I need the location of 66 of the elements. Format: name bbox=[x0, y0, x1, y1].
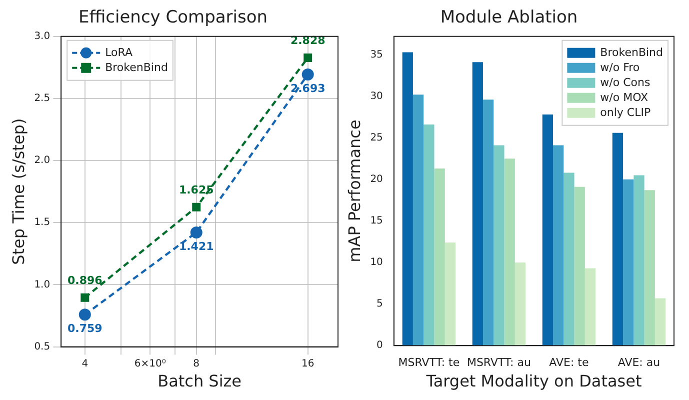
bar bbox=[634, 175, 644, 346]
bar bbox=[553, 145, 564, 346]
y-tick-label: 20 bbox=[370, 174, 383, 185]
y-tick-label: 10 bbox=[370, 257, 383, 268]
y-axis-title: mAP Performance bbox=[344, 120, 364, 262]
bar bbox=[494, 145, 504, 346]
bar bbox=[472, 62, 483, 346]
x-tick-label: AVE: te bbox=[549, 356, 589, 370]
bar bbox=[644, 190, 655, 346]
x-tick-label: 6×10⁰ bbox=[134, 358, 166, 370]
legend-label: BrokenBind bbox=[600, 46, 664, 59]
point bbox=[192, 202, 201, 212]
bar bbox=[402, 52, 413, 346]
legend-label: w/o Cons bbox=[600, 76, 650, 89]
point bbox=[80, 293, 90, 302]
bar bbox=[482, 100, 494, 346]
bar bbox=[424, 124, 434, 346]
y-tick-label: 2.0 bbox=[34, 155, 50, 166]
legend-label: only CLIP bbox=[600, 106, 651, 119]
y-tick-label: 25 bbox=[370, 132, 383, 144]
y-tick-label: 1.0 bbox=[34, 279, 50, 290]
bar bbox=[584, 268, 596, 346]
point bbox=[190, 226, 202, 238]
chart-title: Module Ablation bbox=[440, 8, 578, 28]
bar bbox=[504, 158, 515, 346]
legend-label: BrokenBind bbox=[105, 60, 168, 74]
legend-label: w/o MOX bbox=[600, 90, 649, 104]
bar bbox=[444, 242, 456, 346]
data-label: 0.896 bbox=[67, 274, 103, 287]
y-axis-title: Step Time (s/step) bbox=[8, 118, 28, 265]
x-tick-label: 4 bbox=[82, 358, 88, 370]
x-axis-title: Target Modality on Dataset bbox=[425, 372, 642, 391]
x-tick-label: MSRVTT: te bbox=[398, 356, 460, 370]
data-label: 1.421 bbox=[178, 240, 214, 253]
point bbox=[78, 308, 91, 321]
y-tick-label: 35 bbox=[370, 49, 383, 60]
legend-label: LoRA bbox=[105, 46, 133, 59]
x-tick-label: 8 bbox=[193, 358, 200, 370]
x-tick-label: 16 bbox=[301, 358, 314, 370]
y-tick-label: 3.0 bbox=[34, 30, 50, 42]
bar bbox=[412, 94, 424, 346]
data-label: 0.759 bbox=[67, 322, 102, 335]
x-tick-label: AVE: au bbox=[618, 356, 660, 370]
y-tick-label: 30 bbox=[370, 90, 383, 102]
y-tick-label: 1.5 bbox=[34, 217, 50, 228]
bar bbox=[623, 179, 634, 346]
bar bbox=[574, 186, 585, 346]
y-tick-label: 15 bbox=[370, 216, 383, 227]
bar bbox=[612, 132, 624, 346]
y-tick-label: 2.5 bbox=[34, 93, 50, 104]
bar bbox=[514, 262, 526, 346]
legend-label: w/o Fro bbox=[600, 60, 640, 74]
x-axis-title: Batch Size bbox=[158, 372, 242, 391]
bar bbox=[434, 168, 445, 346]
y-tick-label: 0 bbox=[376, 340, 383, 352]
point bbox=[304, 54, 312, 62]
data-label: 2.693 bbox=[290, 82, 326, 95]
data-label: 1.625 bbox=[178, 183, 214, 196]
point bbox=[302, 68, 314, 81]
y-tick-label: 5 bbox=[376, 298, 383, 310]
x-tick-label: MSRVTT: au bbox=[466, 356, 531, 370]
bar bbox=[564, 172, 574, 346]
bar bbox=[542, 114, 554, 346]
bar bbox=[654, 298, 666, 346]
y-tick-label: 0.5 bbox=[34, 341, 50, 352]
chart-title: Efficiency Comparison bbox=[78, 8, 268, 28]
